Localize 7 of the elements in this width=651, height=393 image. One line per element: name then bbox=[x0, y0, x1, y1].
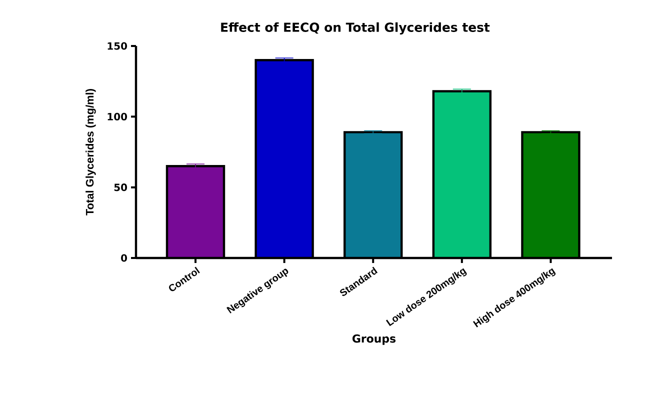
y-tick-label: 100 bbox=[108, 112, 128, 120]
x-axis-title: Groups bbox=[352, 334, 396, 345]
y-tick-label: 0 bbox=[121, 254, 127, 262]
y-tick-label: 150 bbox=[108, 42, 128, 50]
y-axis-title: Total Glycerides (mg/ml) bbox=[86, 89, 96, 216]
y-tick-label: 50 bbox=[114, 184, 128, 192]
chart-title: Effect of EECQ on Total Glycerides test bbox=[221, 22, 490, 34]
